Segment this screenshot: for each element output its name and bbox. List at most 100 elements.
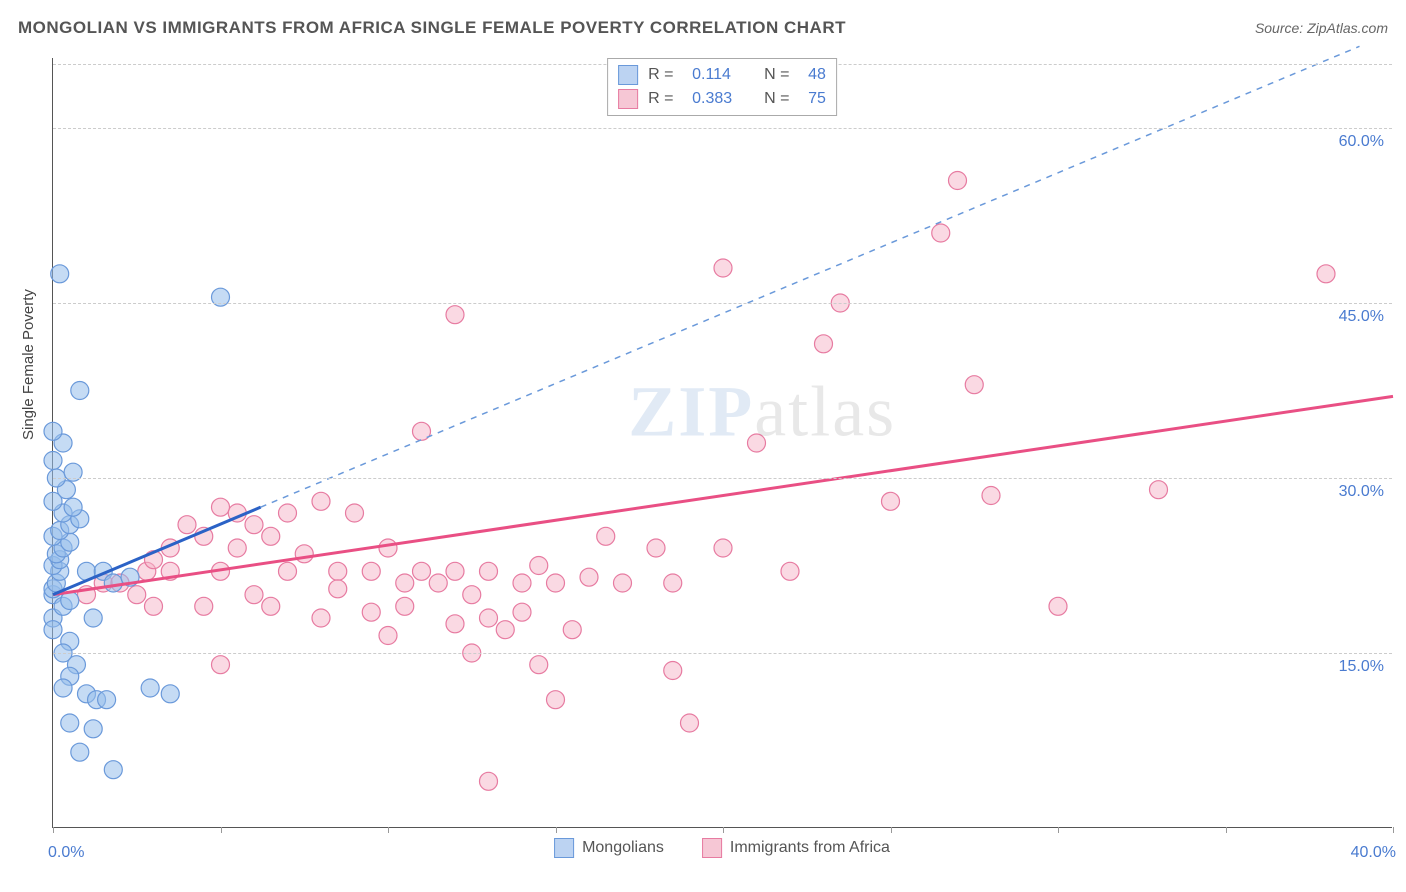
legend-swatch-africa xyxy=(702,838,722,858)
n-value: 75 xyxy=(808,90,826,108)
legend-swatch-pink xyxy=(618,89,638,109)
r-value: 0.383 xyxy=(692,90,754,108)
data-point xyxy=(71,743,89,761)
data-point xyxy=(141,679,159,697)
y-tick-label: 60.0% xyxy=(1339,133,1384,151)
data-point xyxy=(262,527,280,545)
data-point xyxy=(480,609,498,627)
chart-title: MONGOLIAN VS IMMIGRANTS FROM AFRICA SING… xyxy=(18,18,846,38)
r-label: R = xyxy=(648,90,682,108)
x-tick xyxy=(1393,827,1394,833)
legend-correlation: R = 0.114 N = 48 R = 0.383 N = 75 xyxy=(607,58,837,116)
x-tick xyxy=(556,827,557,833)
data-point xyxy=(329,562,347,580)
data-point xyxy=(228,539,246,557)
data-point xyxy=(530,656,548,674)
data-point xyxy=(396,574,414,592)
data-point xyxy=(714,539,732,557)
data-point xyxy=(212,656,230,674)
data-point xyxy=(61,714,79,732)
data-point xyxy=(882,492,900,510)
data-point xyxy=(949,172,967,190)
data-point xyxy=(664,662,682,680)
data-point xyxy=(245,516,263,534)
y-tick-label: 45.0% xyxy=(1339,308,1384,326)
y-tick-label: 30.0% xyxy=(1339,483,1384,501)
data-point xyxy=(463,586,481,604)
legend-swatch-blue xyxy=(618,65,638,85)
data-point xyxy=(178,516,196,534)
x-tick xyxy=(53,827,54,833)
data-point xyxy=(104,761,122,779)
gridline-h xyxy=(53,303,1392,304)
x-tick xyxy=(388,827,389,833)
data-point xyxy=(781,562,799,580)
data-point xyxy=(1049,597,1067,615)
x-tick xyxy=(723,827,724,833)
data-point xyxy=(279,504,297,522)
data-point xyxy=(413,562,431,580)
data-point xyxy=(64,498,82,516)
data-point xyxy=(128,586,146,604)
data-point xyxy=(1317,265,1335,283)
data-point xyxy=(161,685,179,703)
x-tick xyxy=(1058,827,1059,833)
data-point xyxy=(362,603,380,621)
data-point xyxy=(547,574,565,592)
data-point xyxy=(429,574,447,592)
y-axis-title: Single Female Poverty xyxy=(20,289,37,440)
data-point xyxy=(513,574,531,592)
data-point xyxy=(965,376,983,394)
data-point xyxy=(446,615,464,633)
data-point xyxy=(295,545,313,563)
legend-swatch-mongolians xyxy=(554,838,574,858)
data-point xyxy=(580,568,598,586)
data-point xyxy=(480,562,498,580)
gridline-h xyxy=(53,653,1392,654)
data-point xyxy=(54,679,72,697)
plot-svg xyxy=(53,58,1393,828)
data-point xyxy=(563,621,581,639)
n-label: N = xyxy=(764,90,798,108)
x-tick xyxy=(1226,827,1227,833)
data-point xyxy=(815,335,833,353)
data-point xyxy=(714,259,732,277)
data-point xyxy=(84,609,102,627)
gridline-h xyxy=(53,478,1392,479)
data-point xyxy=(98,691,116,709)
data-point xyxy=(379,627,397,645)
r-label: R = xyxy=(648,66,682,84)
source-label: Source: ZipAtlas.com xyxy=(1255,20,1388,36)
data-point xyxy=(71,382,89,400)
data-point xyxy=(446,306,464,324)
data-point xyxy=(279,562,297,580)
x-tick xyxy=(221,827,222,833)
data-point xyxy=(51,265,69,283)
legend-item-africa: Immigrants from Africa xyxy=(702,838,890,858)
data-point xyxy=(346,504,364,522)
data-point xyxy=(312,609,330,627)
data-point xyxy=(312,492,330,510)
data-point xyxy=(982,487,1000,505)
data-point xyxy=(84,720,102,738)
data-point xyxy=(597,527,615,545)
data-point xyxy=(104,574,122,592)
data-point xyxy=(496,621,514,639)
data-point xyxy=(245,586,263,604)
data-point xyxy=(329,580,347,598)
x-tick-min: 0.0% xyxy=(48,844,84,862)
trend-line xyxy=(53,396,1393,594)
data-point xyxy=(547,691,565,709)
data-point xyxy=(664,574,682,592)
plot-region: 15.0% 30.0% 45.0% 60.0% xyxy=(52,58,1392,828)
x-tick-max: 40.0% xyxy=(1351,844,1396,862)
data-point xyxy=(396,597,414,615)
n-label: N = xyxy=(764,66,798,84)
legend-label: Mongolians xyxy=(582,839,664,857)
x-tick xyxy=(891,827,892,833)
data-point xyxy=(513,603,531,621)
data-point xyxy=(932,224,950,242)
legend-label: Immigrants from Africa xyxy=(730,839,890,857)
n-value: 48 xyxy=(808,66,826,84)
y-tick-label: 15.0% xyxy=(1339,658,1384,676)
